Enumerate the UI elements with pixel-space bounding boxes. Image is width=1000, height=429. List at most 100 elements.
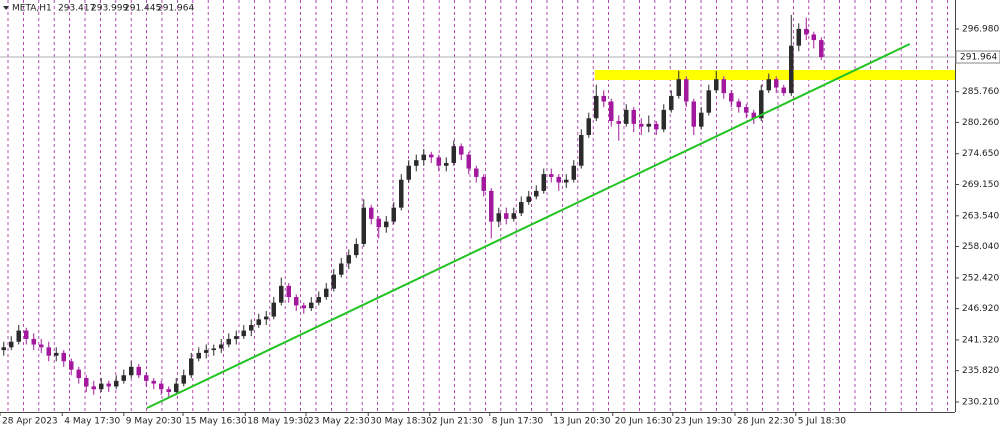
candle-body bbox=[414, 160, 419, 166]
y-tick-label: 252.420 bbox=[962, 273, 999, 283]
x-tick-label: 28 Apr 2023 bbox=[2, 417, 58, 427]
y-tick-label: 235.820 bbox=[962, 366, 999, 376]
candle-body bbox=[444, 162, 449, 166]
candle-body bbox=[39, 344, 44, 348]
candle-body bbox=[46, 347, 52, 356]
candle-body bbox=[324, 288, 329, 298]
candle-body bbox=[189, 358, 194, 376]
candle-body bbox=[511, 213, 517, 219]
candle-body bbox=[759, 90, 764, 119]
y-tick-label: 285.760 bbox=[962, 87, 999, 97]
candle-body bbox=[249, 324, 254, 331]
y-tick-label: 296.980 bbox=[962, 24, 999, 34]
candle-body bbox=[174, 383, 179, 393]
candle-body bbox=[774, 79, 779, 88]
candle-body bbox=[684, 79, 689, 102]
candle-body bbox=[594, 95, 599, 119]
y-tick-label: 269.150 bbox=[962, 180, 999, 190]
candle-body bbox=[736, 101, 742, 108]
candle-body bbox=[219, 344, 224, 349]
candle-body bbox=[159, 383, 164, 390]
candle-body bbox=[61, 352, 67, 362]
candle-body bbox=[609, 101, 614, 122]
candle-body bbox=[391, 207, 397, 222]
candle-body bbox=[316, 297, 322, 303]
candle-body bbox=[481, 176, 487, 191]
candle-body bbox=[781, 87, 787, 94]
candle-body bbox=[751, 112, 757, 119]
header-value: 293.417 bbox=[58, 4, 95, 14]
y-tick-label: 258.040 bbox=[962, 242, 999, 252]
candle-body bbox=[24, 330, 29, 339]
candle-body bbox=[616, 121, 622, 124]
candle-body bbox=[474, 168, 479, 177]
last-price-box bbox=[955, 50, 1000, 64]
candle-body bbox=[526, 196, 532, 203]
candle-body bbox=[631, 109, 637, 124]
candle-body bbox=[9, 341, 14, 348]
candle-body bbox=[354, 243, 359, 256]
candle-body bbox=[661, 109, 667, 130]
candle-body bbox=[451, 146, 457, 163]
x-tick-label: 15 May 16:30 bbox=[185, 417, 247, 427]
candle-body bbox=[406, 165, 412, 180]
candle-body bbox=[429, 154, 434, 158]
candle-body bbox=[691, 101, 697, 127]
candle-body bbox=[309, 302, 314, 309]
candle-body bbox=[69, 361, 74, 370]
candle-body bbox=[331, 274, 337, 289]
x-tick-label: 20 Jun 16:30 bbox=[615, 417, 672, 427]
x-tick-label: 5 Jul 18:30 bbox=[798, 417, 847, 427]
candle-body bbox=[204, 350, 209, 353]
x-tick-label: 30 May 18:30 bbox=[370, 417, 432, 427]
candle-body bbox=[654, 123, 659, 130]
candle-body bbox=[301, 305, 307, 309]
candle-body bbox=[519, 202, 524, 214]
candle-body bbox=[166, 389, 172, 393]
candle-body bbox=[286, 285, 292, 298]
candle-body bbox=[601, 95, 607, 102]
candle-body bbox=[669, 95, 674, 110]
y-tick-label: 263.540 bbox=[962, 211, 999, 221]
resistance-zone bbox=[594, 69, 955, 80]
candle-body bbox=[421, 154, 427, 161]
candle-body bbox=[31, 338, 37, 345]
candle-body bbox=[699, 112, 704, 127]
candle-body bbox=[534, 190, 539, 197]
candle-body bbox=[294, 297, 299, 306]
last-price-label: 291.964 bbox=[960, 53, 997, 63]
candle-body bbox=[676, 79, 682, 96]
y-tick-label: 274.650 bbox=[962, 149, 999, 159]
candle-body bbox=[339, 263, 344, 275]
candle-body bbox=[489, 190, 494, 222]
candle-body bbox=[256, 319, 262, 325]
candle-body bbox=[789, 45, 794, 94]
candle-body bbox=[586, 118, 592, 136]
y-tick-label: 280.260 bbox=[962, 118, 999, 128]
header-value: 291.964 bbox=[157, 4, 194, 14]
candle-body bbox=[76, 369, 82, 379]
candle-body bbox=[766, 79, 772, 91]
trend-line bbox=[146, 43, 911, 409]
candle-body bbox=[744, 107, 749, 113]
candle-body bbox=[376, 218, 382, 228]
candle-body bbox=[399, 179, 404, 208]
candle-body bbox=[144, 375, 149, 381]
x-tick-label: 9 May 20:30 bbox=[126, 417, 182, 427]
candle-body bbox=[646, 123, 652, 127]
candle-body bbox=[496, 213, 502, 222]
candle-body bbox=[541, 174, 547, 191]
candle-body bbox=[129, 366, 134, 376]
candle-body bbox=[99, 383, 104, 390]
period-separators bbox=[7, 0, 948, 412]
candle-body bbox=[466, 154, 472, 169]
candle-body bbox=[121, 375, 127, 381]
candle-body bbox=[279, 285, 284, 303]
candle-body bbox=[91, 386, 97, 390]
candle-body bbox=[796, 28, 802, 46]
candle-body bbox=[811, 34, 817, 41]
candle-body bbox=[84, 378, 89, 387]
candle-body bbox=[714, 79, 719, 91]
candle-body bbox=[271, 302, 277, 317]
